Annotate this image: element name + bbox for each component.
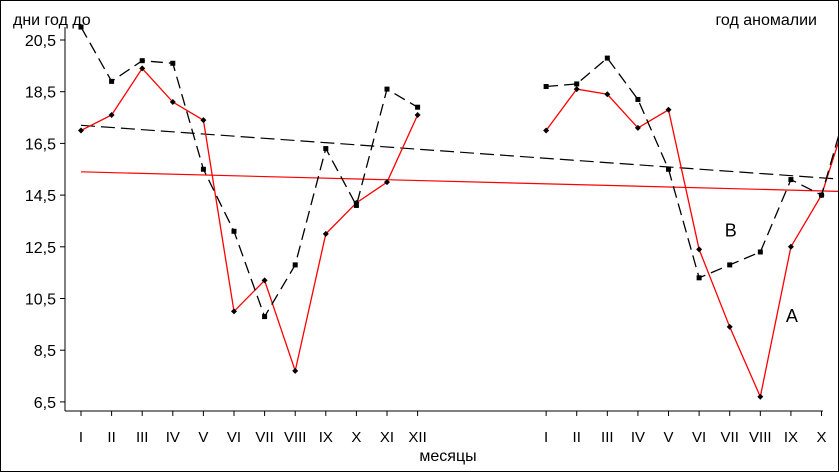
series-A-point [573,86,580,93]
series-A-point [696,246,703,253]
series-B-point [696,275,702,281]
series-B-point [819,192,825,198]
x-tick-label: V [198,429,208,446]
series-A-point [169,99,176,106]
y-tick-label: 12,5 [25,240,56,257]
x-tick-label: VI [227,429,241,446]
x-tick-label: II [107,429,115,446]
series-A-point [414,111,421,118]
y-tick-label: 10,5 [25,292,56,309]
series-B-point [323,146,329,152]
series-A-point [231,308,237,315]
trendline-solid-red [80,171,838,192]
x-tick-label: I [79,429,83,446]
series-B-point [543,84,549,90]
x-tick-label: VIII [284,429,307,446]
series-B-point [200,166,206,172]
top-right-label: год аномалии [715,12,817,29]
x-tick-label: VII [255,429,273,446]
series-A-point [78,127,84,134]
series-B-point [170,60,176,66]
series-B-point [727,262,733,268]
x-tick-label: VIII [749,429,772,446]
y-tick-label: 8,5 [34,343,56,360]
series-B-point [78,24,84,30]
annotation-label-B: B [725,220,737,240]
series-B-point [292,262,298,268]
x-tick-label: IX [784,429,798,446]
series-B-point [415,104,421,110]
series-B-point [788,177,794,183]
x-tick-label: III [601,429,614,446]
series-B-point [757,249,763,255]
series-A-point [543,127,550,134]
series-B-point [109,78,115,84]
series-A-line [80,67,419,374]
x-axis-title: месяцы [419,448,476,465]
series-A-point [726,323,733,330]
series-A-point [292,367,299,374]
series-B-point [574,81,580,87]
series-A-point [322,230,329,237]
series-A-point [604,91,611,98]
series-A-point [139,65,146,72]
y-tick-label: 18,5 [25,85,56,102]
series-B-line [80,26,418,319]
top-left-label: дни год до [13,12,91,29]
x-tick-label: V [664,429,674,446]
series-A-point [200,117,207,124]
y-tick-label: 6,5 [34,395,56,412]
x-tick-label: III [136,429,149,446]
x-tick-label: XII [408,429,426,446]
series-A-point [384,179,390,186]
series-B-point [262,314,268,320]
series-A-line [545,88,838,399]
series-B-point [666,166,672,172]
series-B-line [546,57,838,279]
x-tick-label: VII [721,429,739,446]
x-tick-label: X [351,429,361,446]
annotation-label-A: A [786,306,798,326]
x-tick-label: IV [166,429,180,446]
x-tick-label: II [573,429,581,446]
series-B-point [231,228,237,234]
x-tick-label: VI [692,429,706,446]
x-tick-label: I [544,429,548,446]
x-tick-label: X [817,429,827,446]
series-A-point [108,111,115,118]
series-A-point [665,106,672,113]
x-tick-label: IV [631,429,645,446]
y-tick-label: 16,5 [25,136,56,153]
series-B-point [384,86,390,92]
series-B-point [635,96,641,102]
series-B-point [604,55,610,61]
y-tick-label: 14,5 [25,188,56,205]
trendline-dashed-black [80,124,838,180]
series-B-point [353,202,359,208]
series-A-point [787,243,794,250]
x-tick-label: IX [319,429,333,446]
series-A-point [261,277,268,284]
x-tick-label: XI [380,429,394,446]
plot-area: 20,518,516,514,512,510,58,56,5I II III IV V V… [25,24,838,446]
series-A-point [757,393,764,400]
y-tick-label: 20,5 [25,33,56,50]
series-B-point [139,58,145,64]
series-A-point [634,124,641,131]
